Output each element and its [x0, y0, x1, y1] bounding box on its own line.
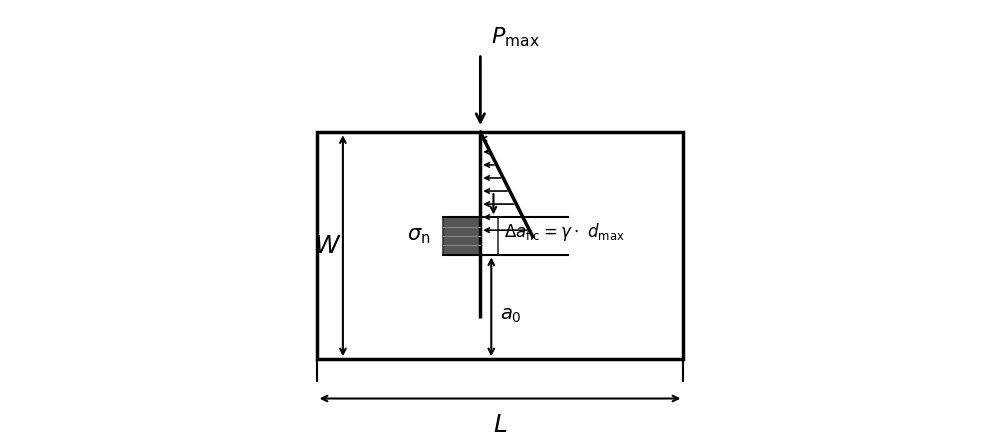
Bar [443, 217, 480, 254]
Text: $\sigma_{\rm n}$: $\sigma_{\rm n}$ [407, 226, 430, 246]
Text: $L$: $L$ [493, 413, 507, 437]
Text: $P_{\rm max}$: $P_{\rm max}$ [491, 26, 540, 49]
Bar [480, 217, 498, 254]
Text: $\Delta a_{\rm fic} = \gamma \cdot\ d_{\rm max}$: $\Delta a_{\rm fic} = \gamma \cdot\ d_{\… [504, 220, 625, 243]
Bar [317, 132, 683, 359]
Text: $W$: $W$ [314, 234, 341, 258]
Text: $a_{\rm 0}$: $a_{\rm 0}$ [500, 306, 522, 325]
